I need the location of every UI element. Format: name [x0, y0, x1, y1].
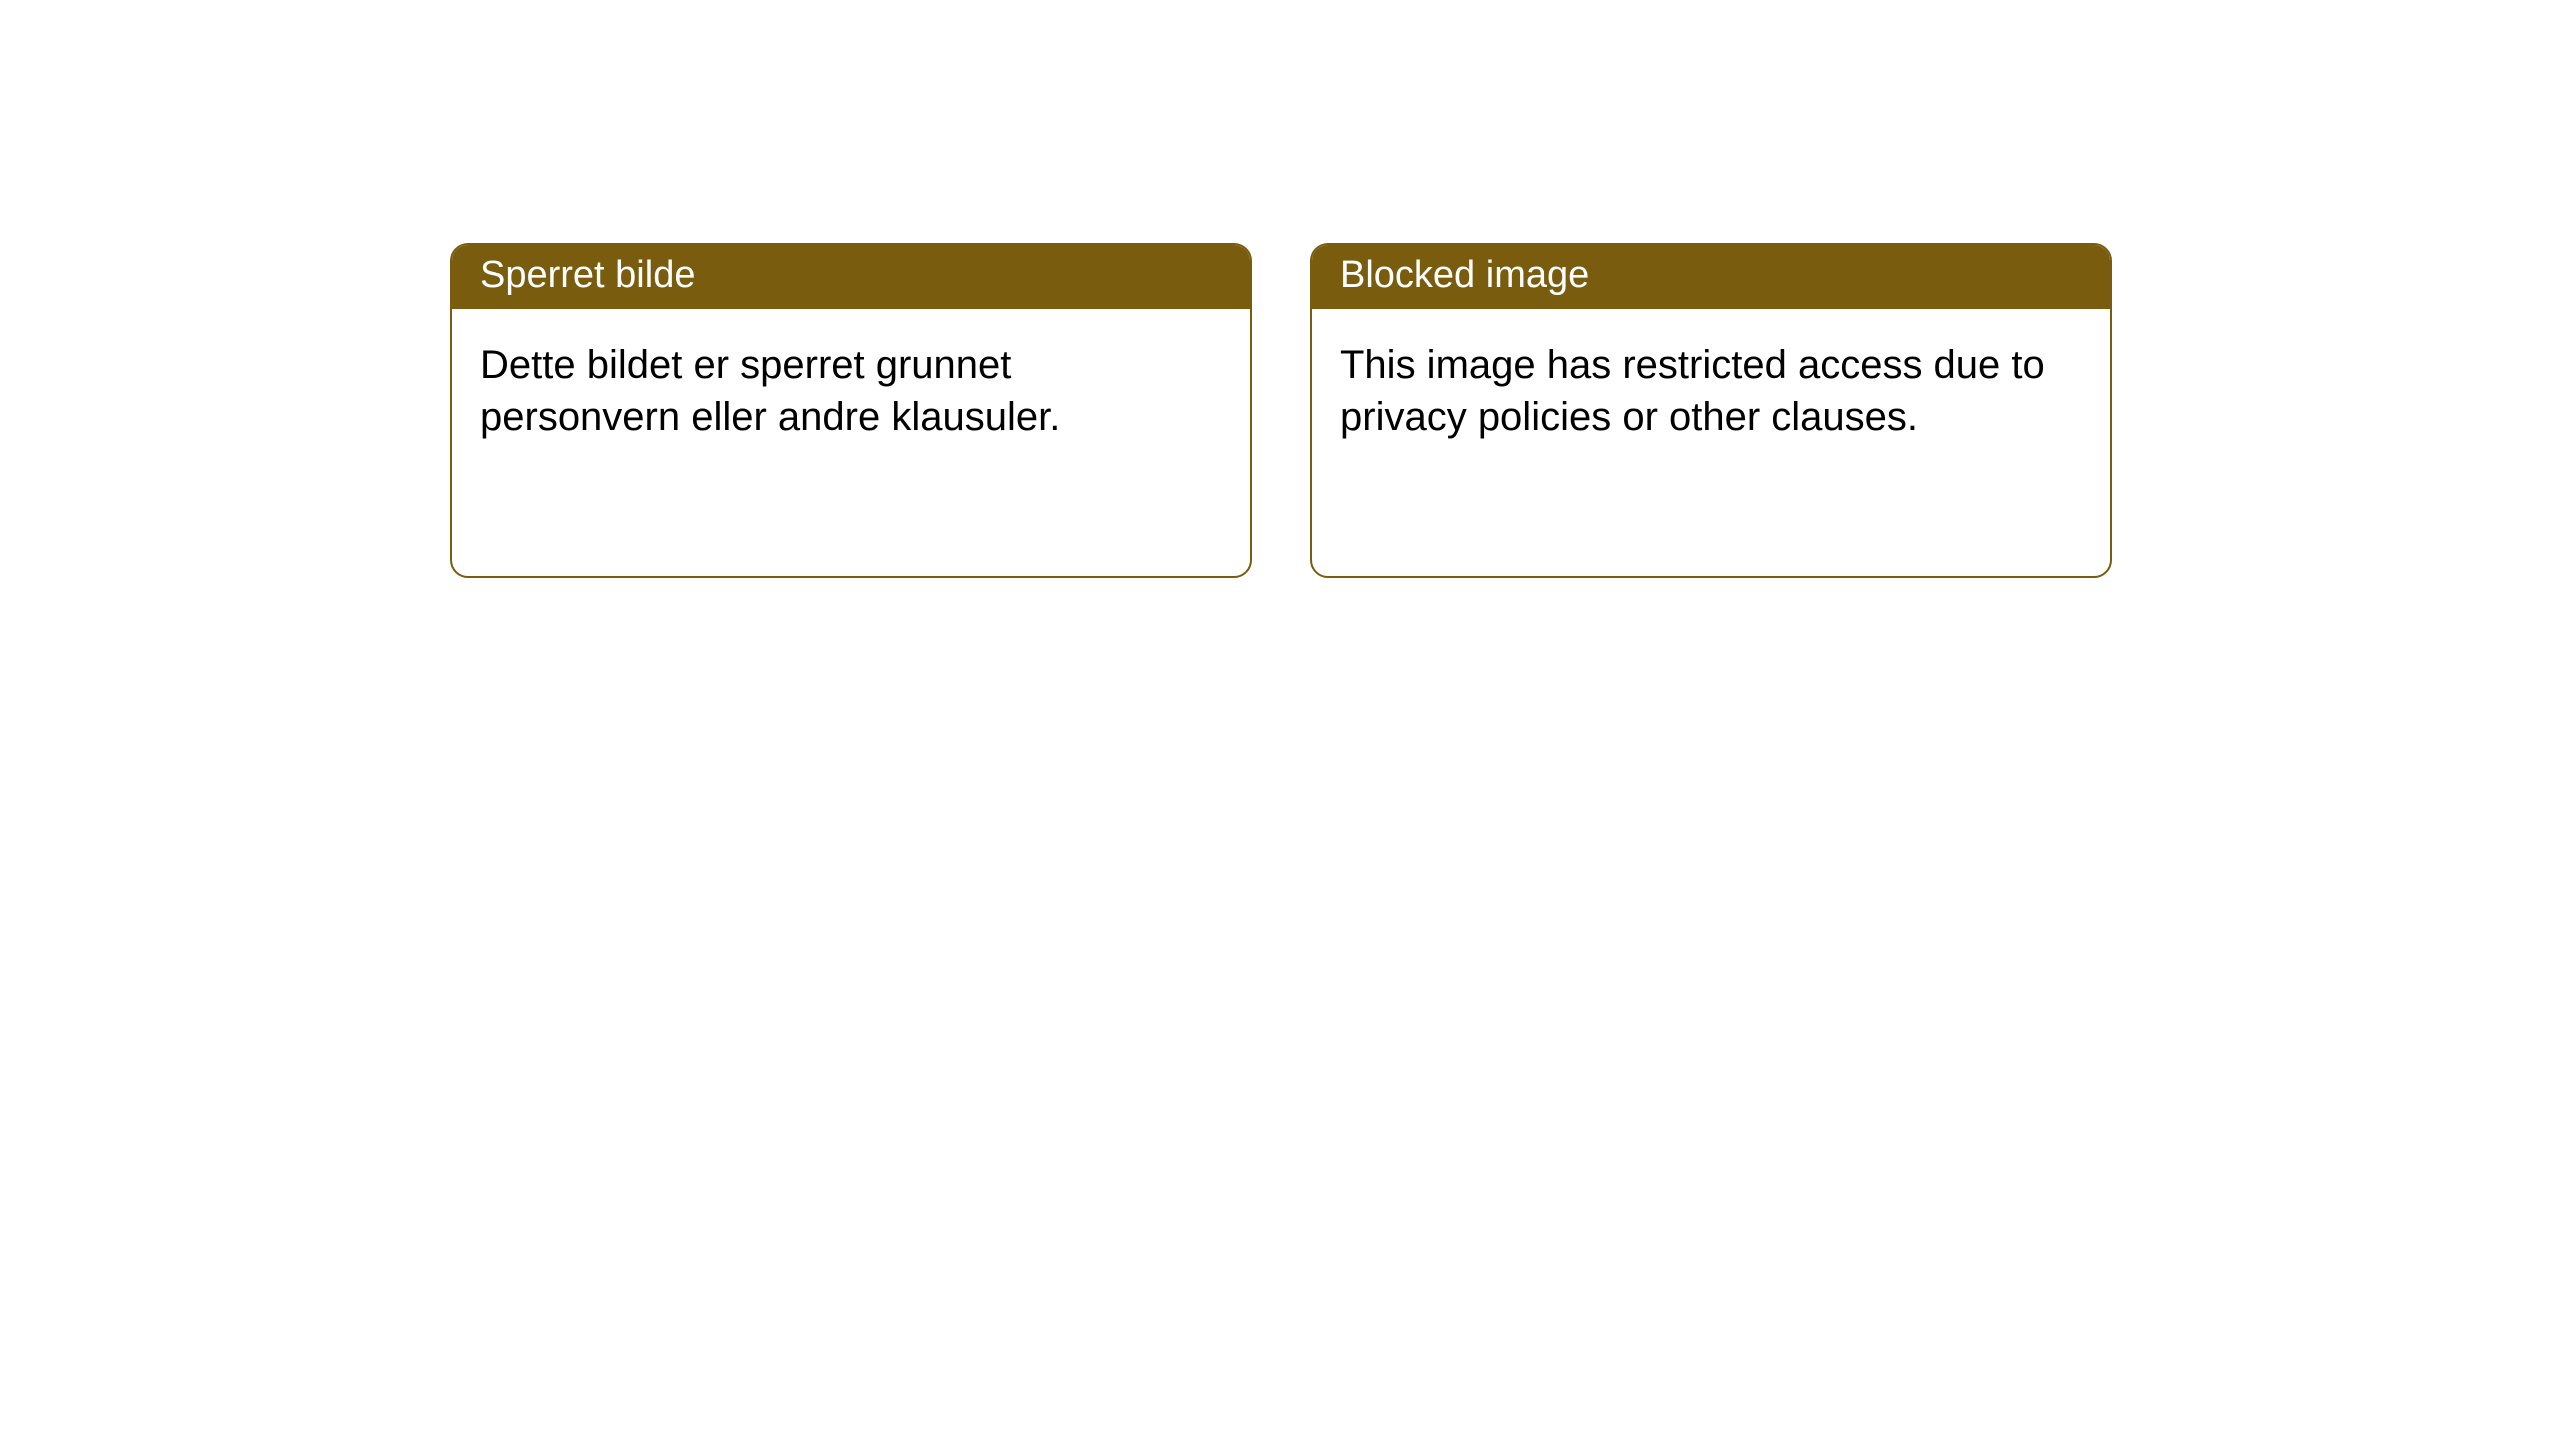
notice-card-english: Blocked image This image has restricted … [1310, 243, 2112, 578]
notice-container: Sperret bilde Dette bildet er sperret gr… [0, 0, 2560, 578]
notice-card-norwegian: Sperret bilde Dette bildet er sperret gr… [450, 243, 1252, 578]
notice-body: This image has restricted access due to … [1312, 309, 2110, 473]
notice-title: Sperret bilde [452, 245, 1250, 309]
notice-body: Dette bildet er sperret grunnet personve… [452, 309, 1250, 473]
notice-title: Blocked image [1312, 245, 2110, 309]
